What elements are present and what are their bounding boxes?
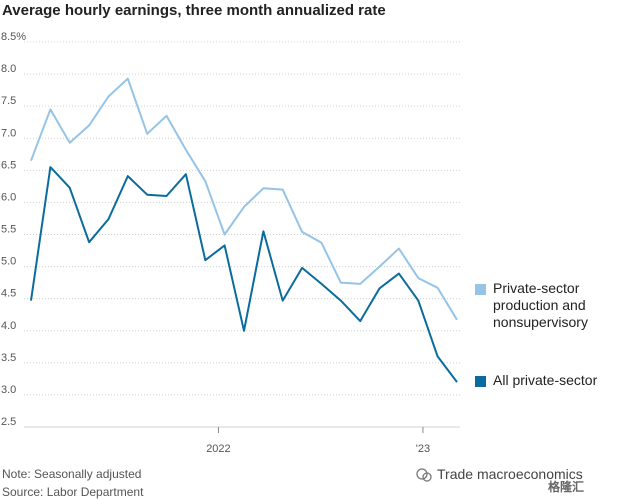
y-tick-label: 3.5 [1, 352, 16, 364]
watermark-text: Trade macroeconomics [437, 466, 583, 482]
series-line-production-nonsupervisory [30, 77, 458, 321]
grid [24, 41, 460, 428]
y-tick-label: 3.0 [1, 384, 16, 396]
legend-swatch [475, 284, 486, 295]
y-tick-label: 4.5 [1, 288, 16, 300]
y-tick-label: 7.0 [1, 127, 16, 139]
series [30, 77, 458, 383]
series-line-all-private [30, 166, 458, 383]
legend-label-all-private: All private-sector [493, 372, 598, 388]
watermark-logo: 格隆汇 [548, 480, 585, 494]
legend-label-production-nonsupervisory: Private-sector production and nonsuperviso… [493, 280, 588, 330]
y-tick-label: 7.5 [1, 95, 16, 107]
legend: Private-sector production and nonsuperviso… [475, 280, 598, 388]
x-tick-label: 2022 [206, 443, 230, 455]
x-tick-label: '23 [416, 443, 430, 455]
wechat-icon [416, 468, 432, 482]
legend-swatch [475, 376, 486, 387]
chart-title: Average hourly earnings, three month ann… [2, 2, 386, 19]
footnote: Note: Seasonally adjusted [2, 467, 142, 481]
y-tick-label: 2.5 [1, 416, 16, 428]
source-note: Source: Labor Department [2, 485, 144, 499]
y-tick-label: 6.5 [1, 159, 16, 171]
y-tick-label: 8.5% [1, 31, 26, 43]
y-tick-label: 5.0 [1, 256, 16, 268]
y-tick-label: 6.0 [1, 191, 16, 203]
y-axis-ticks: 8.5% 8.0 7.5 7.0 6.5 6.0 5.5 5.0 4.5 4.0 3.5 3.0 2.5 [1, 31, 26, 428]
y-tick-label: 4.0 [1, 320, 16, 332]
x-axis-ticks: 2022 '23 [206, 427, 430, 455]
y-tick-label: 8.0 [1, 63, 16, 75]
y-tick-label: 5.5 [1, 224, 16, 236]
